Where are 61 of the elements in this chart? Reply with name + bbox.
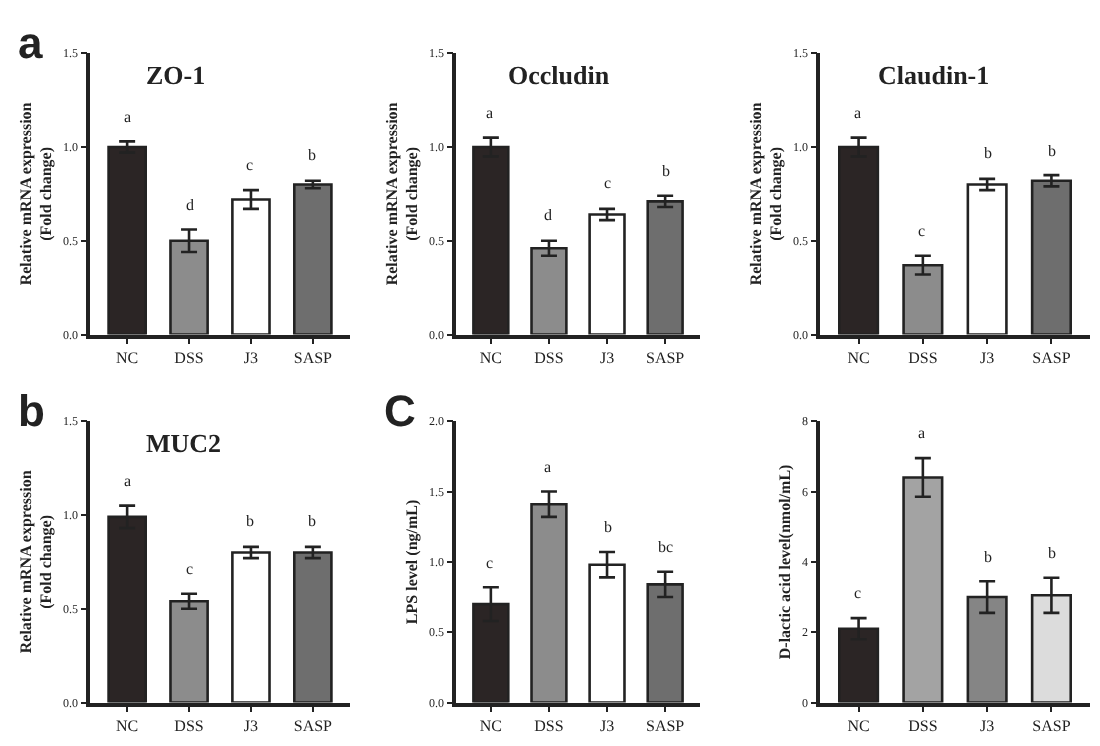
annotation: b	[308, 512, 316, 530]
x-tick-label: NC	[116, 349, 139, 368]
x-tick-label: J3	[599, 349, 615, 368]
chart-title: ZO-1	[146, 60, 206, 90]
annotation: b	[604, 518, 612, 536]
x-tick-label: NC	[847, 717, 870, 736]
annotation: c	[854, 584, 862, 602]
text: C	[384, 386, 416, 436]
annotation: c	[246, 156, 254, 174]
chart-title: MUC2	[146, 428, 222, 458]
x-tick-label: DSS	[174, 349, 204, 368]
annotation: a	[486, 104, 494, 122]
x-tick-label: DSS	[174, 717, 204, 736]
x-tick-label: DSS	[534, 717, 564, 736]
annotation: bc	[658, 538, 674, 556]
x-tick-label: NC	[479, 717, 502, 736]
annotation: a	[124, 108, 132, 126]
y-axis-title: Relative mRNA expression (Fold change)	[746, 101, 786, 286]
annotation: c	[918, 222, 926, 240]
x-tick-label: NC	[479, 349, 502, 368]
x-tick-label: NC	[116, 717, 139, 736]
x-tick-label: DSS	[534, 349, 564, 368]
x-tick-label: J3	[243, 717, 259, 736]
annotation: b	[246, 512, 254, 530]
annotation: a	[918, 424, 926, 442]
annotation: c	[486, 554, 494, 572]
x-tick-label: SASP	[646, 717, 686, 736]
text: b	[18, 386, 45, 436]
annotation: d	[544, 206, 552, 224]
text: a	[18, 18, 44, 68]
y-axis-title: D-lactic acid level(nmol/mL)	[776, 463, 795, 660]
x-tick-label: SASP	[293, 717, 334, 736]
x-tick-label: J3	[599, 717, 615, 736]
x-tick-label: SASP	[1032, 349, 1072, 368]
annotation: a	[124, 472, 132, 490]
annotation: b	[308, 146, 316, 164]
annotation: b	[662, 162, 670, 180]
annotation: c	[604, 174, 612, 192]
x-tick-label: NC	[847, 349, 870, 368]
annotation: a	[544, 458, 552, 476]
x-tick-label: SASP	[293, 349, 334, 368]
annotation: b	[984, 144, 992, 162]
annotation: c	[186, 560, 194, 578]
y-axis-title: Relative mRNA expression (Fold change)	[382, 101, 422, 286]
x-tick-label: SASP	[646, 349, 686, 368]
annotation: b	[984, 548, 992, 566]
x-tick-label: J3	[980, 717, 995, 736]
chart-title: Claudin-1	[878, 60, 990, 90]
y-axis-title: Relative mRNA expression (Fold change)	[16, 469, 56, 654]
x-tick-label: J3	[243, 349, 259, 368]
x-tick-label: DSS	[908, 717, 938, 736]
annotation: b	[1048, 544, 1056, 562]
annotation: b	[1048, 142, 1056, 160]
y-axis-title: LPS level (ng/mL)	[403, 498, 422, 625]
x-tick-label: DSS	[908, 349, 938, 368]
annotation: d	[186, 196, 194, 214]
x-tick-label: J3	[980, 349, 995, 368]
x-tick-label: SASP	[1032, 717, 1072, 736]
chart-title: Occludin	[508, 60, 611, 90]
annotation: a	[854, 104, 862, 122]
y-axis-title: Relative mRNA expression (Fold change)	[16, 101, 56, 286]
